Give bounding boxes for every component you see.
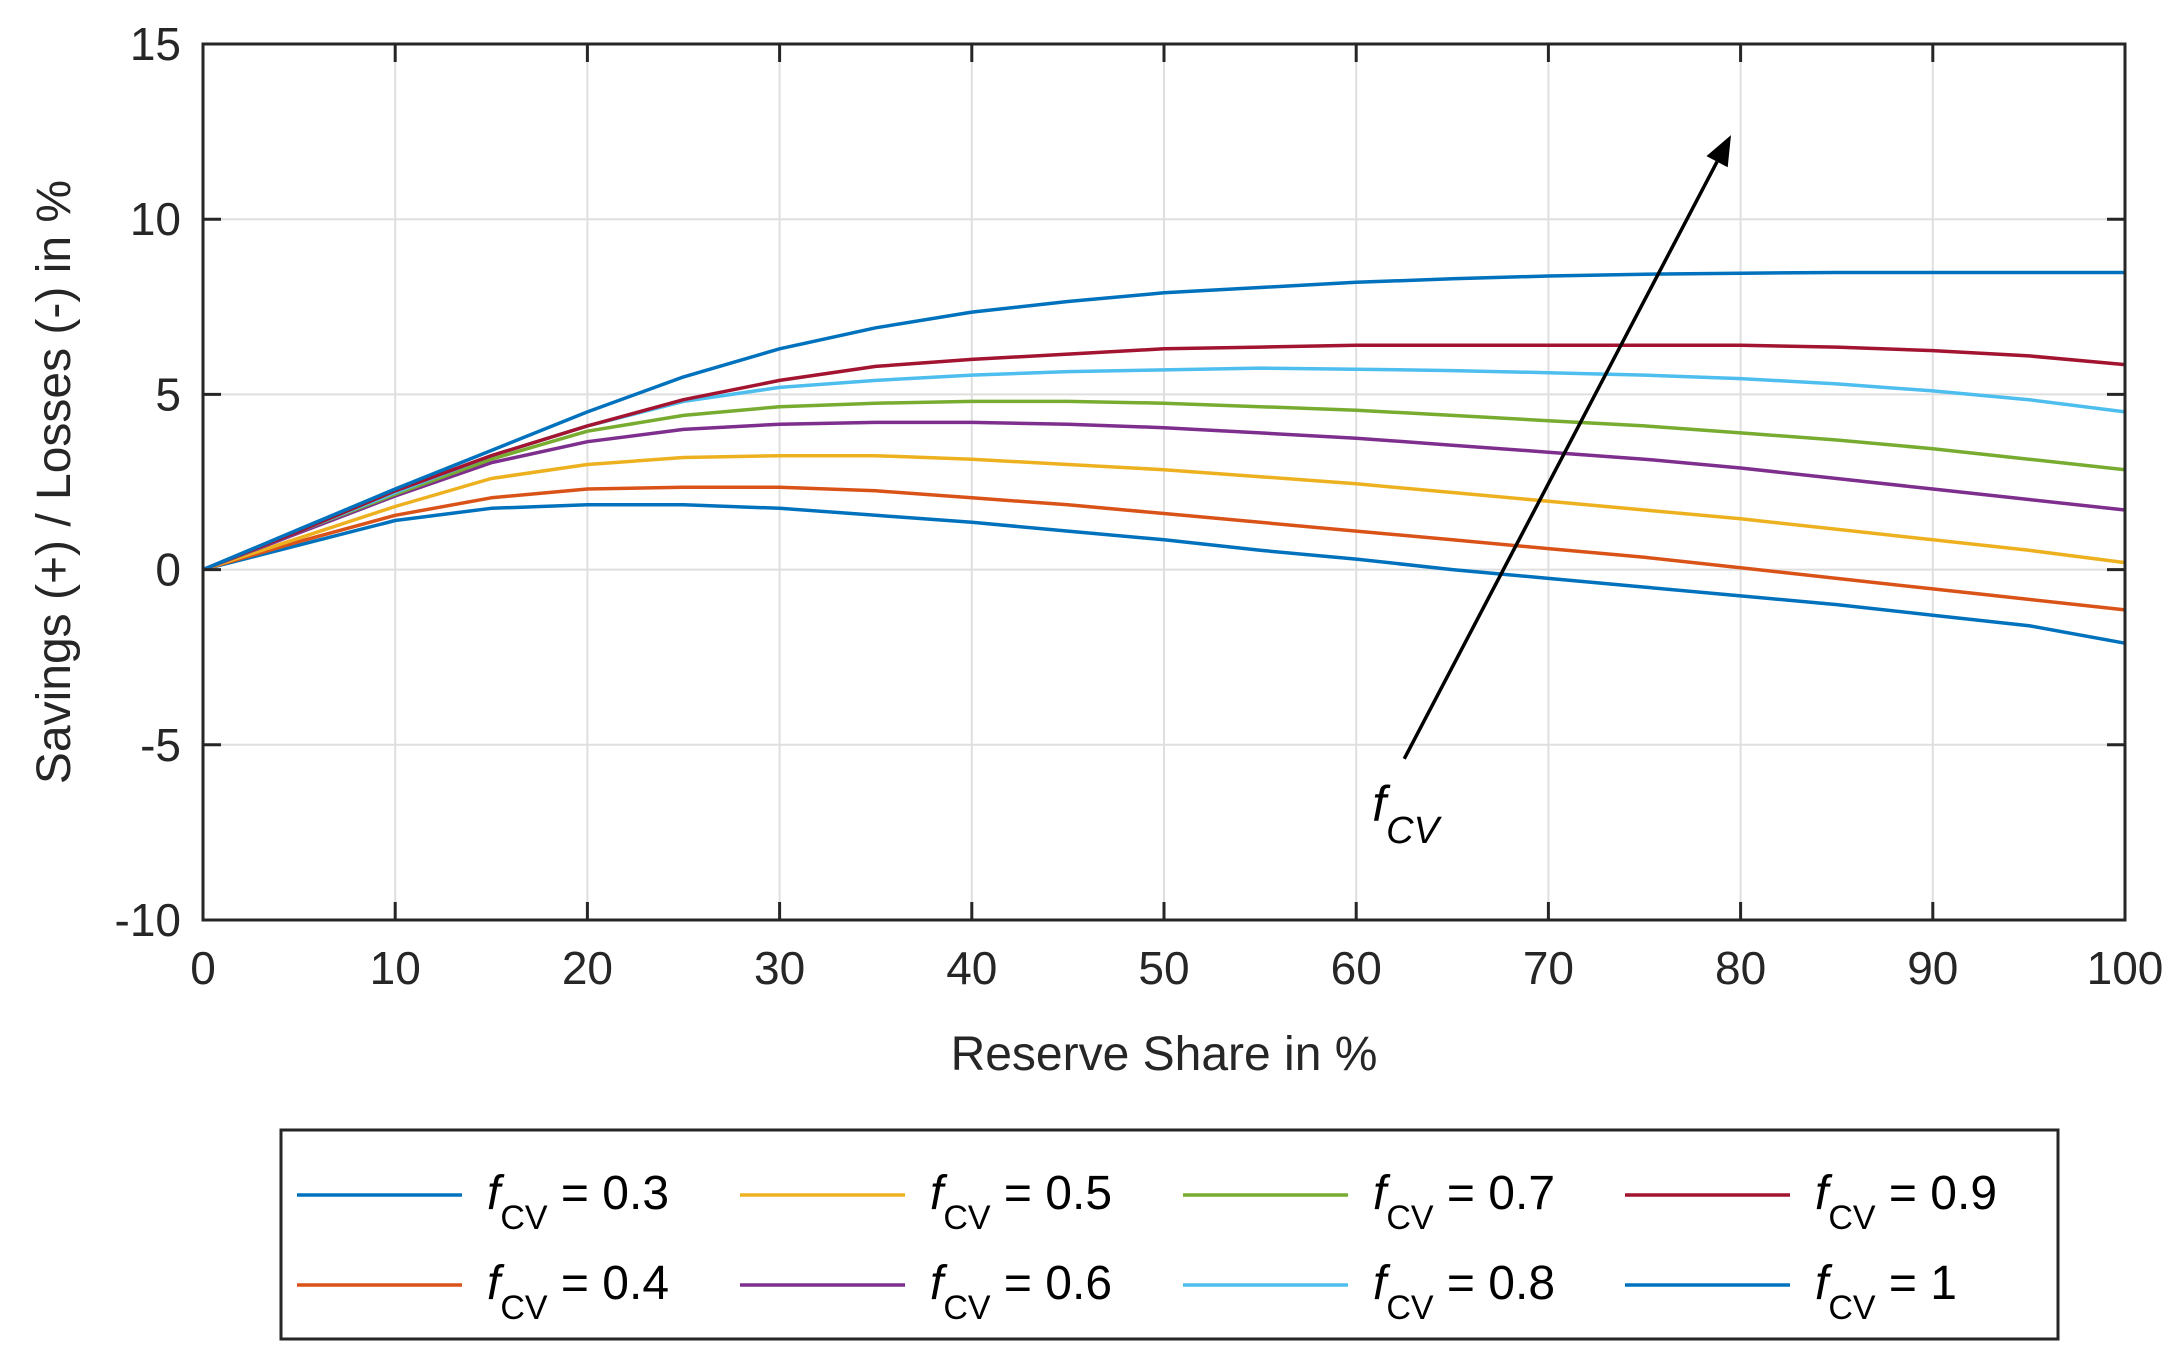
legend-label: fCV = 0.5: [930, 1167, 1112, 1237]
x-tick-label: 80: [1715, 942, 1766, 994]
series-line-0-3: [202, 503, 2126, 645]
legend-label: fCV = 0.6: [930, 1257, 1112, 1327]
legend: fCV = 0.3 fCV = 0.4 fCV = 0.5 fCV = 0.6 fCV …: [279, 1128, 2060, 1341]
series-line-0-4: [202, 485, 2126, 612]
x-tick-label: 30: [754, 942, 805, 994]
y-tick-label: 10: [130, 193, 181, 245]
series-line-1: [202, 270, 2125, 572]
x-tick-label: 0: [190, 942, 216, 994]
x-tick-label: 90: [1907, 942, 1958, 994]
legend-label: fCV = 0.4: [487, 1257, 669, 1327]
annotation: fCV: [1372, 135, 1731, 852]
y-tick-label: 0: [155, 544, 181, 596]
y-tick-label: -5: [140, 719, 181, 771]
legend-label: fCV = 0.3: [487, 1167, 669, 1237]
y-tick-label: 15: [130, 18, 181, 70]
x-tick-label: 40: [946, 942, 997, 994]
x-tick-label: 50: [1138, 942, 1189, 994]
series-line-0-7: [202, 399, 2126, 572]
annotation-arrowhead: [1706, 135, 1731, 168]
legend-label: fCV = 1: [1815, 1257, 1957, 1327]
series-line-0-6: [202, 420, 2126, 572]
annotation-arrow-line: [1402, 160, 1719, 760]
x-tick-label: 20: [562, 942, 613, 994]
series-line-0-5: [202, 453, 2126, 572]
x-tick-label: 70: [1523, 942, 1574, 994]
y-tick-label: -10: [115, 894, 181, 946]
legend-label: fCV = 0.9: [1815, 1167, 1997, 1237]
y-axis-label: Savings (+) / Losses (-) in %: [28, 180, 81, 784]
tick-group: 0 10 20 30 40 50 60 70 80 90 100 -10 -5 0 5 10 15: [115, 18, 2164, 994]
x-axis-label: Reserve Share in %: [951, 1028, 1378, 1081]
x-tick-label: 100: [2087, 942, 2164, 994]
series-line-0-9: [202, 343, 2126, 572]
x-tick-label: 60: [1331, 942, 1382, 994]
legend-label: fCV = 0.7: [1373, 1167, 1555, 1237]
x-tick-label: 10: [370, 942, 421, 994]
y-tick-label: 5: [155, 368, 181, 420]
series-group: [202, 270, 2126, 645]
legend-box: [279, 1128, 2060, 1341]
